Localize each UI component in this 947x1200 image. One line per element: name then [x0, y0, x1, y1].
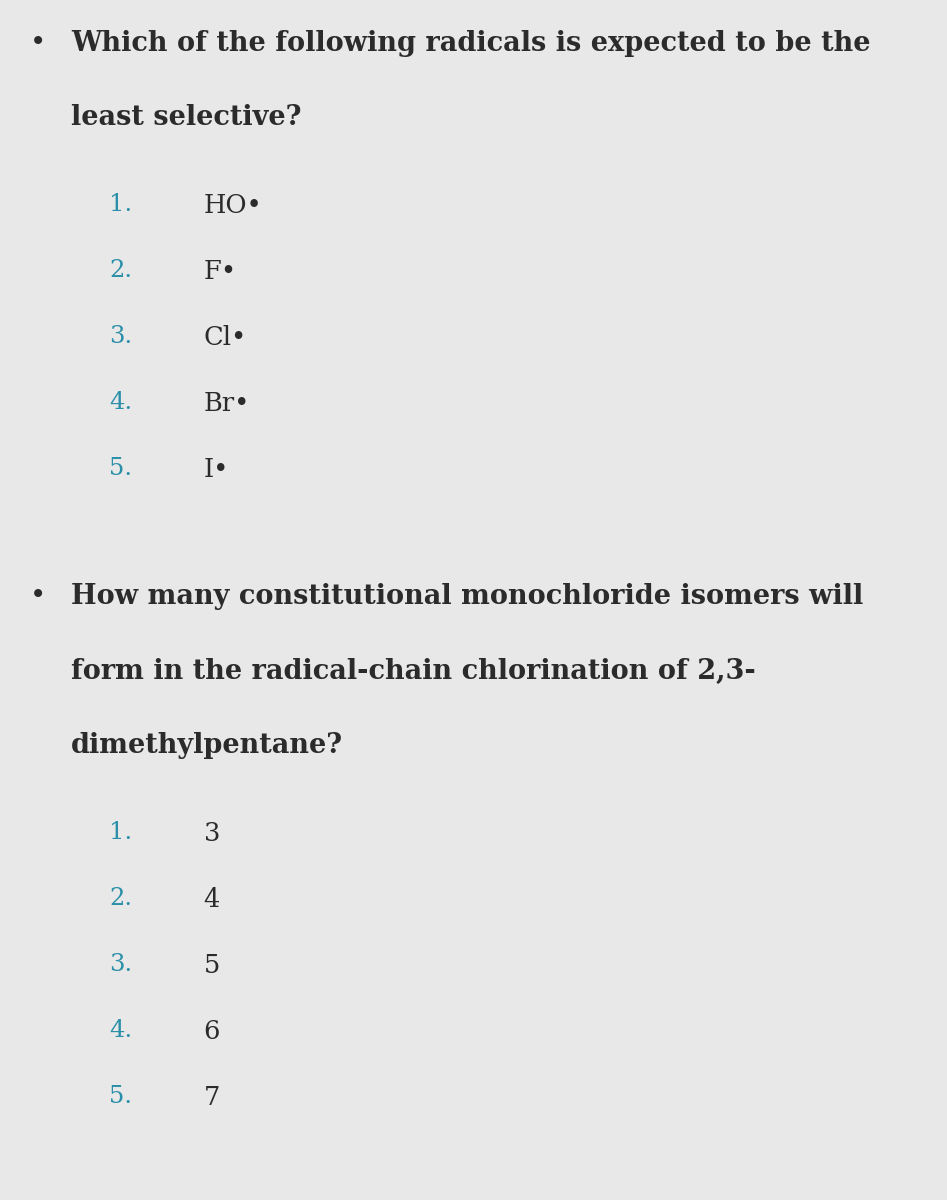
Text: HO•: HO• — [204, 193, 262, 218]
Text: 6: 6 — [204, 1019, 220, 1044]
Text: •: • — [30, 30, 46, 56]
Text: form in the radical-chain chlorination of 2,3-: form in the radical-chain chlorination o… — [71, 658, 756, 685]
Text: 4.: 4. — [109, 1019, 132, 1042]
Text: 2.: 2. — [109, 887, 132, 910]
Text: 5: 5 — [204, 953, 220, 978]
Text: F•: F• — [204, 259, 237, 284]
Text: 7: 7 — [204, 1085, 220, 1110]
Text: least selective?: least selective? — [71, 104, 301, 131]
Text: 1.: 1. — [109, 821, 132, 844]
Text: Br•: Br• — [204, 391, 250, 416]
Text: Which of the following radicals is expected to be the: Which of the following radicals is expec… — [71, 30, 870, 56]
Text: 5.: 5. — [109, 457, 132, 480]
Text: 4: 4 — [204, 887, 220, 912]
Text: 3: 3 — [204, 821, 220, 846]
Text: 3.: 3. — [109, 325, 132, 348]
Text: 3.: 3. — [109, 953, 132, 976]
Text: dimethylpentane?: dimethylpentane? — [71, 732, 343, 760]
Text: 4.: 4. — [109, 391, 132, 414]
Text: •: • — [30, 583, 46, 611]
Text: Cl•: Cl• — [204, 325, 247, 350]
Text: 1.: 1. — [109, 193, 132, 216]
Text: I•: I• — [204, 457, 229, 482]
Text: 5.: 5. — [109, 1085, 132, 1108]
Text: How many constitutional monochloride isomers will: How many constitutional monochloride iso… — [71, 583, 864, 611]
Text: 2.: 2. — [109, 259, 132, 282]
